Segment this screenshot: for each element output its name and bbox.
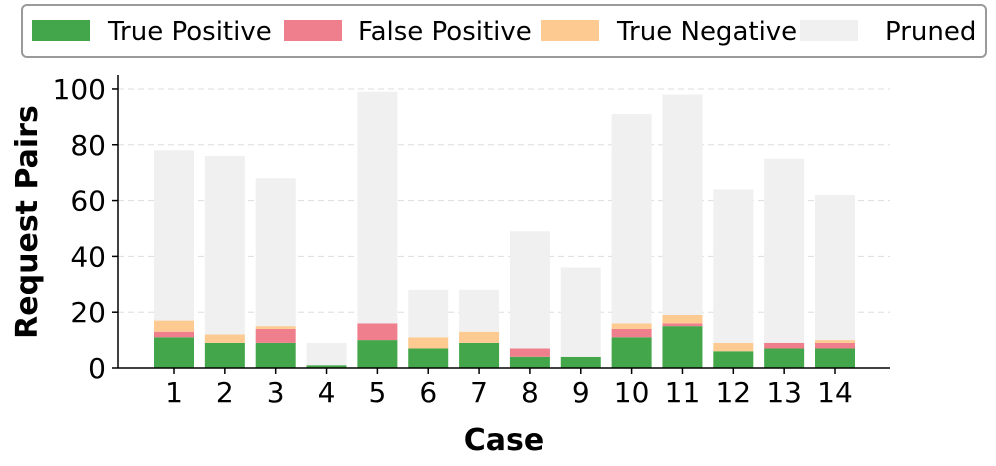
legend-label: True Positive [107,17,272,47]
legend: True Positive False Positive True Negative… [21,4,987,58]
x-tick-label: 1 [165,376,183,409]
x-tick-label: 8 [521,376,539,409]
x-tick-label: 3 [267,376,285,409]
y-tick-label: 80 [70,129,106,162]
bar-segment-false-positive [154,331,194,338]
axes [117,75,890,369]
legend-swatch [800,20,858,41]
legend-swatch [541,20,599,41]
x-tick-label: 7 [470,376,488,409]
bar-segment-true-positive [560,356,601,368]
y-axis-title: Request Pairs [10,105,45,339]
bar-segment-pruned [459,289,500,332]
x-tick-label: 4 [318,376,336,409]
y-ticks: 0 20 40 60 80 100 [53,73,118,385]
bar-segment-false-positive [255,328,296,343]
bar-segment-true-negative [204,334,245,343]
bar-segment-true-positive [204,342,245,368]
bar-segment-pruned [154,150,194,321]
bar-segment-false-positive [764,342,805,349]
legend-swatch [32,20,90,41]
y-tick-label: 100 [53,73,106,106]
x-tick-label: 9 [572,376,590,409]
bar-segment-false-positive [357,323,398,341]
bar-segment-true-positive [815,348,855,368]
bar-segment-pruned [255,178,296,327]
bar-segment-true-positive [713,351,754,368]
bar-segment-pruned [204,155,245,335]
legend-label: Pruned [885,17,976,47]
x-tick-label: 14 [817,376,853,409]
bar-segment-false-positive [662,323,703,327]
bar-segment-true-negative [408,337,449,349]
x-tick-label: 2 [216,376,234,409]
bar-segment-true-positive [357,340,398,368]
bar-segment-false-positive [815,342,855,349]
bar-segment-pruned [306,342,347,366]
bar-segment-true-positive [306,365,347,368]
bar-segment-pruned [764,158,805,343]
bar-segment-true-positive [764,348,805,368]
legend-frame [21,4,987,58]
y-tick-label: 0 [88,352,106,385]
bar-segment-true-negative [815,340,855,343]
x-tick-label: 10 [614,376,650,409]
bar-segment-true-positive [408,348,449,368]
bar-segment-true-negative [255,326,296,329]
bar-segment-true-positive [459,342,500,368]
x-ticks: 1 2 3 4 5 6 7 8 9 10 11 12 13 14 [165,368,853,409]
legend-swatch [284,20,342,41]
bar-segment-true-negative [713,342,754,352]
x-tick-label: 11 [665,376,701,409]
bar-segment-true-positive [154,337,194,368]
bar-segment-true-negative [154,320,194,332]
bar-segment-pruned [662,94,703,315]
legend-label: True Negative [616,17,797,47]
bar-segment-true-positive [611,337,652,368]
x-tick-label: 13 [766,376,802,409]
bar-segment-true-positive [255,342,296,368]
bar-segment-pruned [713,189,754,343]
y-tick-label: 60 [70,185,106,218]
bar-segment-true-positive [509,356,550,368]
gridlines [118,88,890,313]
bar-segment-true-positive [662,326,703,368]
bar-segment-true-negative [611,323,652,329]
legend-label: False Positive [358,17,532,47]
x-tick-label: 6 [419,376,437,409]
bar-segment-pruned [408,289,449,338]
bar-segment-pruned [357,91,398,324]
bar-segment-true-negative [662,314,703,324]
bar-segment-true-negative [459,331,500,343]
bars [154,91,855,368]
x-tick-label: 5 [368,376,386,409]
bar-segment-pruned [560,267,601,357]
y-tick-label: 20 [70,296,106,329]
bar-segment-pruned [611,114,652,324]
bar-segment-false-positive [611,328,652,338]
bar-segment-pruned [509,231,550,349]
y-tick-label: 40 [70,240,106,273]
x-tick-label: 12 [715,376,751,409]
bar-segment-pruned [815,194,855,341]
bar-segment-false-positive [509,348,550,357]
x-axis-title: Case [464,423,544,458]
